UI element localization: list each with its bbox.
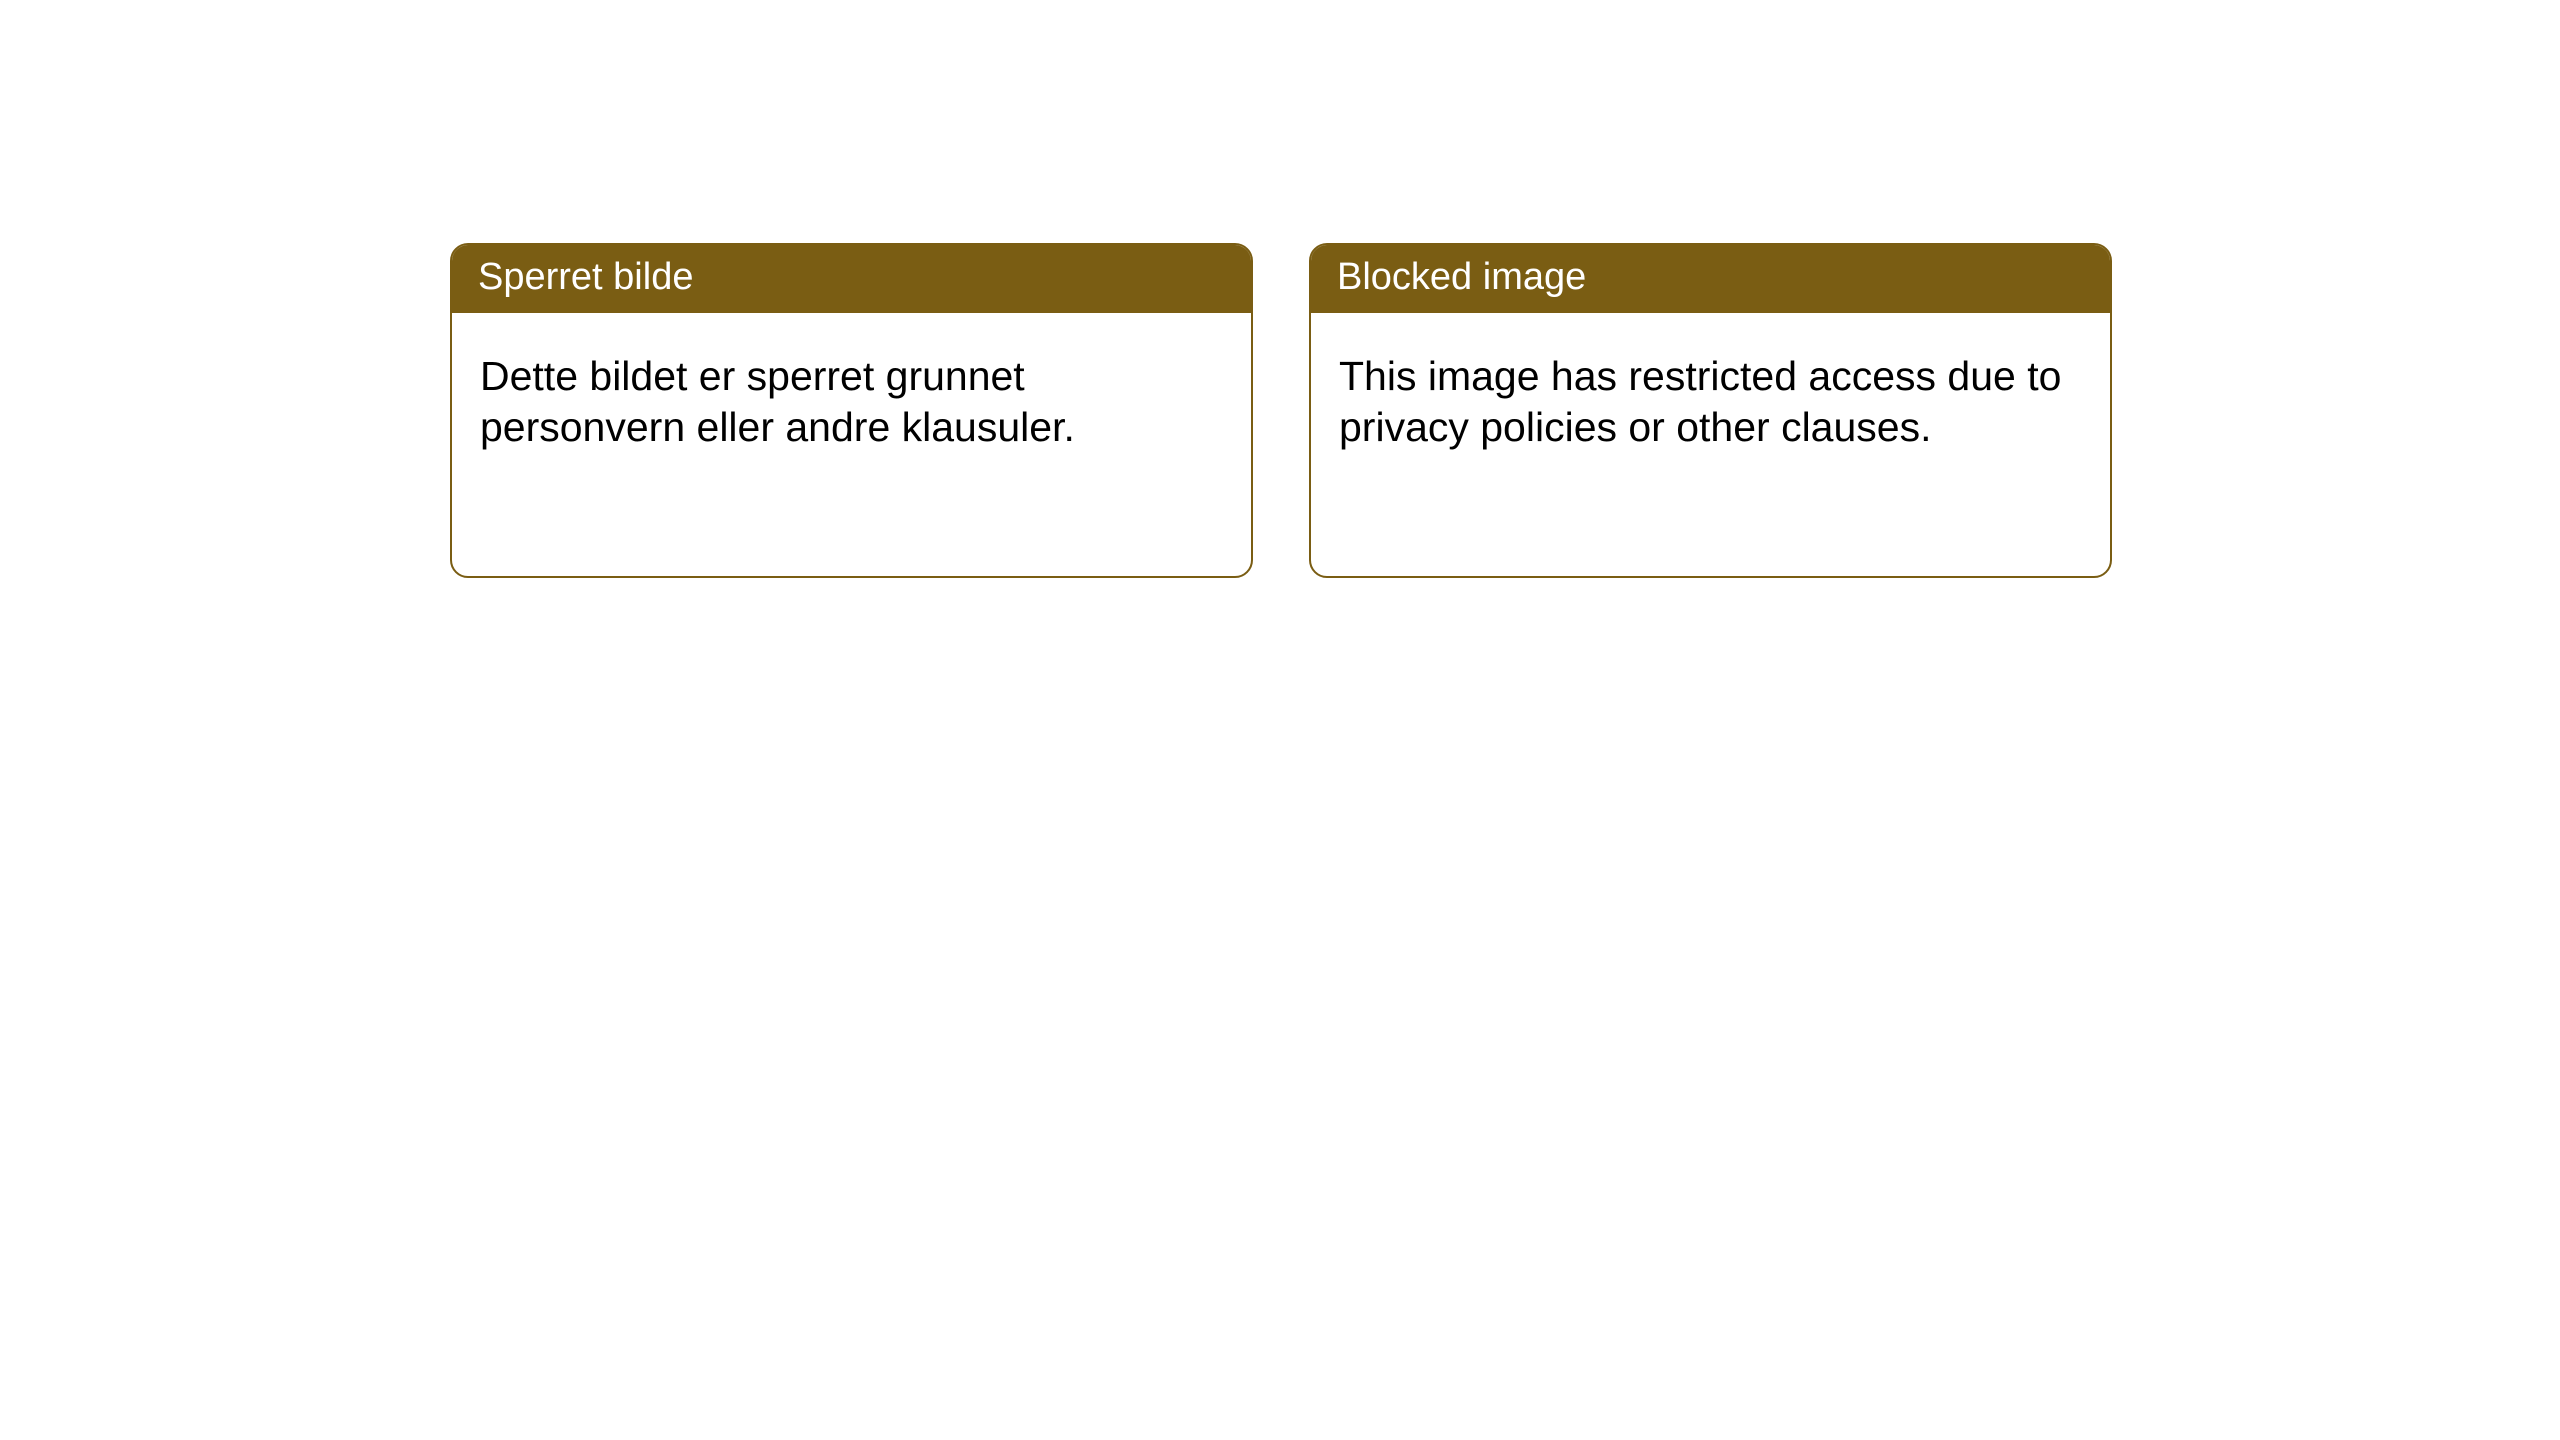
notice-container: Sperret bilde Dette bildet er sperret gr… xyxy=(0,0,2560,578)
notice-text: Dette bildet er sperret grunnet personve… xyxy=(480,353,1075,451)
notice-header: Blocked image xyxy=(1311,245,2110,313)
notice-card-norwegian: Sperret bilde Dette bildet er sperret gr… xyxy=(450,243,1253,578)
notice-header: Sperret bilde xyxy=(452,245,1251,313)
notice-title: Blocked image xyxy=(1337,256,1586,298)
notice-text: This image has restricted access due to … xyxy=(1339,353,2061,451)
notice-body: Dette bildet er sperret grunnet personve… xyxy=(452,313,1251,492)
notice-title: Sperret bilde xyxy=(478,256,693,298)
notice-card-english: Blocked image This image has restricted … xyxy=(1309,243,2112,578)
notice-body: This image has restricted access due to … xyxy=(1311,313,2110,492)
